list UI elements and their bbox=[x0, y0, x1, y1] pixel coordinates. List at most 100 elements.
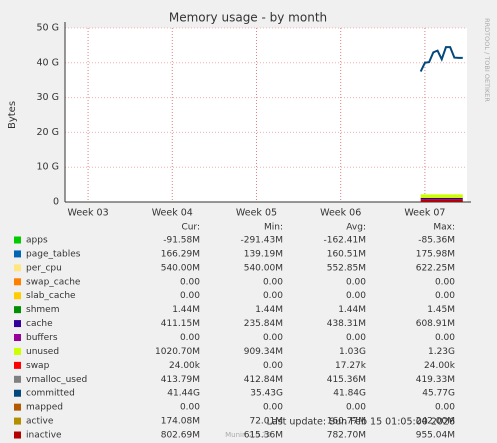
legend-value: 0.00 bbox=[263, 291, 283, 301]
legend-value: 0.00 bbox=[435, 291, 455, 301]
legend-value: 615.36M bbox=[244, 431, 283, 441]
legend-value: 622.25M bbox=[416, 263, 455, 273]
x-tick-label: Week 03 bbox=[68, 208, 109, 219]
legend-value: 0.00 bbox=[346, 333, 366, 343]
legend-value: 802.69M bbox=[161, 431, 200, 441]
legend-name: swap_cache bbox=[26, 277, 81, 287]
legend-header: Max: bbox=[433, 223, 455, 233]
legend-value: 235.84M bbox=[244, 319, 283, 329]
legend-value: 0.00 bbox=[263, 333, 283, 343]
legend-value: 0.00 bbox=[180, 277, 200, 287]
legend-value: 438.31M bbox=[327, 319, 366, 329]
legend-name: buffers bbox=[26, 333, 58, 343]
legend-swatch bbox=[14, 417, 21, 425]
legend-name: apps bbox=[26, 236, 48, 246]
legend-name: inactive bbox=[26, 431, 62, 441]
legend-value: 160.51M bbox=[327, 249, 366, 259]
legend-swatch bbox=[14, 375, 21, 383]
legend-value: 552.85M bbox=[327, 263, 366, 273]
plot-area bbox=[65, 28, 467, 202]
legend-value: 1.23G bbox=[428, 347, 455, 357]
legend-swatch bbox=[14, 334, 21, 342]
line bbox=[419, 46, 463, 72]
legend-name: vmalloc_used bbox=[26, 375, 87, 385]
y-tick-label: 50 G bbox=[37, 23, 59, 34]
legend-swatch bbox=[14, 403, 21, 411]
legend-value: 174.08M bbox=[161, 417, 200, 427]
legend-value: 175.98M bbox=[416, 249, 455, 259]
legend-value: 72.01M bbox=[249, 417, 283, 427]
legend-value: 608.91M bbox=[416, 319, 455, 329]
legend-value: 139.19M bbox=[244, 249, 283, 259]
legend-value: 17.27k bbox=[335, 361, 367, 371]
y-tick-label: 30 G bbox=[37, 92, 59, 103]
legend-header: Cur: bbox=[181, 223, 200, 233]
legend-swatch bbox=[14, 236, 21, 244]
legend-value: -291.43M bbox=[240, 236, 283, 246]
legend-value: 160.77M bbox=[327, 417, 366, 427]
legend-value: 41.44G bbox=[167, 389, 200, 399]
legend-name: per_cpu bbox=[26, 263, 62, 273]
legend-value: -85.36M bbox=[418, 236, 455, 246]
legend-value: 909.34M bbox=[244, 347, 283, 357]
legend-value: 419.33M bbox=[416, 375, 455, 385]
legend-value: 0.00 bbox=[263, 403, 283, 413]
y-tick-label: 40 G bbox=[37, 57, 59, 68]
legend-name: unused bbox=[26, 347, 59, 357]
last-update: Last update: Sun Feb 15 01:05:00 2026 bbox=[267, 417, 455, 428]
legend-value: 0.00 bbox=[263, 277, 283, 287]
legend-value: 411.15M bbox=[161, 319, 200, 329]
legend-value: 0.00 bbox=[180, 291, 200, 301]
legend-swatch bbox=[14, 250, 21, 258]
legend-value: 1.44M bbox=[255, 305, 283, 315]
side-label: RRDTOOL / TOBI OETIKER bbox=[483, 18, 491, 102]
legend-value: 540.00M bbox=[161, 263, 200, 273]
legend-value: 782.70M bbox=[327, 431, 366, 441]
legend-value: 0.00 bbox=[346, 403, 366, 413]
version: Munin 2.0.76 bbox=[225, 431, 271, 439]
legend-name: slab_cache bbox=[26, 291, 76, 301]
legend-value: 41.84G bbox=[333, 389, 366, 399]
legend-value: 540.00M bbox=[244, 263, 283, 273]
legend-value: 0.00 bbox=[346, 291, 366, 301]
legend-header: Min: bbox=[264, 223, 283, 233]
legend-value: 1.45M bbox=[427, 305, 455, 315]
legend-value: 45.77G bbox=[422, 389, 455, 399]
y-axis-label: Bytes bbox=[7, 101, 18, 129]
legend-value: 415.36M bbox=[327, 375, 366, 385]
stacked-area bbox=[420, 197, 463, 200]
y-tick-label: 0 bbox=[53, 197, 59, 208]
legend-value: 412.84M bbox=[244, 375, 283, 385]
legend-value: 242.00M bbox=[416, 417, 455, 427]
legend-swatch bbox=[14, 292, 21, 300]
legend-value: -162.41M bbox=[323, 236, 366, 246]
chart-title: Memory usage - by month bbox=[169, 11, 327, 25]
legend-value: 955.04M bbox=[416, 431, 455, 441]
x-tick-label: Week 07 bbox=[404, 208, 445, 219]
legend-value: 0.00 bbox=[180, 403, 200, 413]
y-tick-label: 20 G bbox=[37, 127, 59, 138]
legend-value: 1.44M bbox=[172, 305, 200, 315]
legend-swatch bbox=[14, 347, 21, 355]
legend-swatch bbox=[14, 431, 21, 439]
legend-name: shmem bbox=[26, 305, 59, 315]
x-tick-label: Week 05 bbox=[236, 208, 277, 219]
legend-header: Avg: bbox=[346, 223, 366, 233]
legend-value: 0.00 bbox=[263, 361, 283, 371]
legend-value: 1.44M bbox=[338, 305, 366, 315]
legend-swatch bbox=[14, 361, 21, 369]
stacked-area bbox=[420, 194, 463, 198]
legend-value: 1.03G bbox=[339, 347, 366, 357]
legend-name: active bbox=[26, 417, 54, 427]
legend-value: 1020.70M bbox=[155, 347, 200, 357]
legend-swatch bbox=[14, 389, 21, 397]
x-tick-label: Week 06 bbox=[320, 208, 361, 219]
legend-value: 24.00k bbox=[424, 361, 456, 371]
legend-value: 0.00 bbox=[435, 333, 455, 343]
legend-value: 413.79M bbox=[161, 375, 200, 385]
legend-name: mapped bbox=[26, 403, 63, 413]
legend-value: 24.00k bbox=[169, 361, 201, 371]
legend-name: cache bbox=[26, 319, 53, 329]
